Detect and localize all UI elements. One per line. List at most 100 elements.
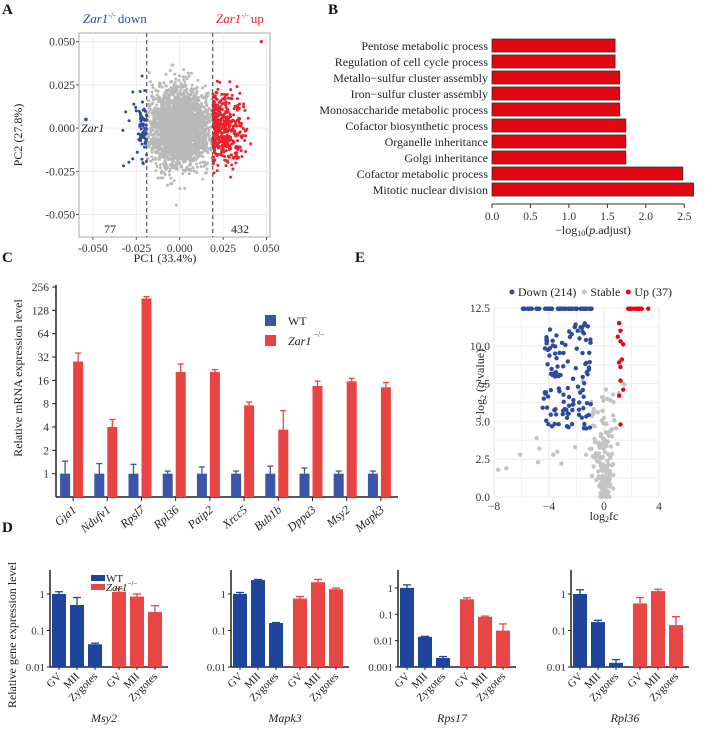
- point-stable: [169, 141, 173, 145]
- category-label: Organelle inheritance: [385, 135, 488, 149]
- point-down: [561, 350, 566, 356]
- bar-ko: [130, 596, 144, 667]
- point-stable: [176, 96, 180, 100]
- point-stable: [160, 85, 164, 89]
- point-up: [634, 306, 640, 311]
- point-up: [223, 119, 227, 123]
- point-stable: [175, 167, 179, 171]
- point-stable: [154, 157, 158, 161]
- point-stable: [164, 84, 168, 88]
- bar-ko: [460, 599, 474, 667]
- point-stable: [174, 164, 178, 168]
- point-down: [584, 414, 589, 419]
- point-stable: [183, 117, 187, 121]
- point-stable: [204, 171, 208, 175]
- point-down: [138, 124, 142, 128]
- point-down: [560, 411, 565, 417]
- point-stable: [154, 88, 158, 92]
- bar-ko: [175, 371, 186, 497]
- point-up: [237, 155, 241, 159]
- point-stable: [194, 100, 198, 104]
- point-up: [213, 130, 217, 134]
- bar-ko: [107, 427, 118, 497]
- point-stable: [154, 126, 158, 130]
- y-tick-label: 8: [43, 399, 49, 411]
- point-down: [144, 114, 148, 118]
- panel-a-x-ticks: -0.050 -0.025 0.000 0.025 0.050: [78, 237, 280, 255]
- legend-label: Up (37): [634, 285, 672, 299]
- point-down: [548, 387, 554, 393]
- point-down: [525, 306, 530, 311]
- panel-d-stage-expression: Relative gene expression level 10.10.01G…: [5, 561, 689, 725]
- point-up: [225, 141, 229, 145]
- point-stable: [186, 99, 190, 103]
- panel-e-y-label: −log2 (q value): [473, 349, 488, 421]
- point-stable: [166, 140, 170, 144]
- point-stable: [175, 89, 179, 93]
- legend-dot: [625, 289, 631, 295]
- y-tick-label: 128: [32, 305, 50, 317]
- y-tick-label: 0.1: [552, 625, 566, 637]
- point-up: [238, 117, 242, 121]
- point-stable: [178, 91, 182, 95]
- point-stable: [202, 105, 206, 109]
- point-stable: [158, 163, 162, 167]
- point-stable: [184, 136, 188, 140]
- point-stable: [190, 143, 194, 147]
- point-stable: [154, 162, 158, 166]
- point-down: [583, 337, 589, 343]
- point-down: [559, 340, 565, 346]
- point-up: [226, 96, 230, 100]
- y-tick-label: 4: [43, 422, 49, 434]
- point-down: [143, 142, 147, 146]
- legend-label-wt: WT: [288, 314, 307, 328]
- point-down: [555, 364, 560, 369]
- point-up: [239, 149, 243, 153]
- point-stable: [599, 455, 604, 461]
- point-stable: [197, 120, 201, 124]
- point-stable: [198, 109, 202, 113]
- point-stable: [197, 138, 201, 142]
- point-down: [572, 324, 577, 330]
- point-stable: [596, 476, 601, 481]
- point-up: [616, 393, 622, 398]
- point-stable: [176, 120, 180, 124]
- point-stable: [162, 81, 166, 85]
- point-stable: [170, 149, 174, 153]
- point-stable: [186, 118, 190, 122]
- point-stable: [591, 407, 596, 412]
- point-up: [217, 146, 221, 150]
- stage-label: GV: [392, 671, 412, 691]
- point-stable: [182, 83, 186, 87]
- point-stable: [157, 84, 161, 88]
- point-stable: [165, 183, 169, 187]
- point-stable: [168, 69, 172, 73]
- point-stable: [149, 142, 153, 146]
- point-stable: [187, 163, 191, 167]
- point-stable: [163, 90, 167, 94]
- point-stable: [151, 101, 155, 105]
- point-down: [571, 402, 576, 407]
- point-stable: [204, 102, 208, 106]
- point-stable: [183, 186, 187, 190]
- point-down: [576, 400, 582, 405]
- point-down: [141, 124, 145, 128]
- point-up: [234, 151, 238, 155]
- point-up: [223, 96, 227, 100]
- point-stable: [153, 139, 157, 143]
- point-stable: [198, 129, 202, 133]
- point-up: [227, 101, 231, 105]
- point-stable: [610, 392, 616, 397]
- point-stable: [600, 468, 605, 473]
- point-down: [585, 324, 591, 329]
- point-stable: [163, 121, 167, 125]
- point-up: [619, 357, 625, 362]
- y-tick-label: 0.1: [212, 625, 226, 637]
- point-up: [230, 163, 234, 167]
- point-stable: [164, 151, 168, 155]
- point-stable: [192, 129, 196, 133]
- point-up: [226, 121, 230, 125]
- point-stable: [180, 97, 184, 101]
- point-stable: [200, 119, 204, 123]
